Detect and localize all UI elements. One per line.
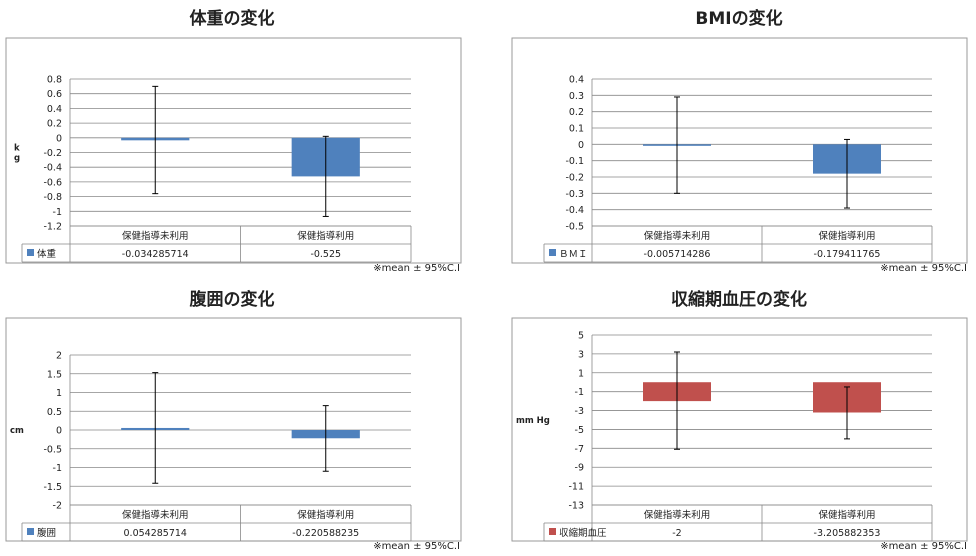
data-label: 0.054285714	[124, 528, 187, 539]
y-tick-label: -1	[53, 463, 62, 474]
category-label: 保健指導利用	[297, 509, 354, 521]
y-tick-label: 0	[56, 133, 62, 144]
y-tick-label: 0.1	[569, 124, 584, 135]
y-axis-label: mm Hg	[516, 416, 550, 426]
y-tick-label: -0.3	[565, 189, 584, 200]
y-tick-label: 0.6	[47, 89, 62, 100]
legend-label: ＢＭＩ	[559, 249, 588, 260]
y-tick-label: 0	[56, 426, 62, 437]
y-tick-label: -1.5	[43, 482, 62, 493]
chart-frame	[5, 37, 462, 264]
y-axis-label-line: g	[14, 154, 20, 164]
category-label: 保健指導未利用	[122, 509, 189, 521]
y-axis-label-line: k	[14, 144, 20, 154]
category-label: 保健指導未利用	[122, 230, 189, 242]
y-tick-label: 0.3	[569, 91, 584, 102]
data-label: -3.205882353	[814, 528, 881, 539]
chart-note: ※mean ± 95%C.I	[373, 541, 460, 552]
y-tick-label: -11	[568, 482, 584, 493]
chart-panel: 体重の変化 0.8 0.6 0.4 0.2 0 -0.2 -0.4 -0.6 -0.8 -1 -1.2…	[5, 8, 462, 274]
y-tick-label: -0.5	[43, 444, 62, 455]
y-tick-label: 1	[578, 368, 584, 379]
y-tick-label: -0.6	[43, 177, 62, 188]
y-tick-label: 5	[578, 331, 584, 342]
y-tick-label: 1	[56, 388, 62, 399]
legend-swatch	[27, 249, 34, 256]
y-tick-label: -13	[568, 501, 584, 512]
chart-note: ※mean ± 95%C.I	[880, 263, 967, 274]
category-label: 保健指導未利用	[644, 230, 711, 242]
chart-title: BMIの変化	[695, 8, 782, 29]
y-axis-label: cm	[10, 426, 24, 436]
chart-panel: 腹囲の変化 2 1.5 1 0.5 0 -0.5 -1 -1.5 -2 cm 保健指導未利用 0.054…	[5, 289, 462, 552]
chart-frame	[5, 317, 462, 542]
y-tick-label: 0.2	[47, 119, 62, 130]
y-tick-label: -0.2	[565, 173, 584, 184]
chart-title: 腹囲の変化	[190, 289, 275, 310]
category-label: 保健指導利用	[297, 230, 354, 242]
data-label: -0.220588235	[292, 528, 359, 539]
y-tick-label: -9	[575, 463, 584, 474]
y-tick-label: 2	[56, 351, 62, 362]
chart-title: 収縮期血圧の変化	[671, 289, 807, 310]
legend-label: 収縮期血圧	[559, 527, 607, 539]
y-tick-label: -3	[575, 406, 584, 417]
data-label: -2	[672, 528, 681, 539]
y-tick-label: -2	[53, 501, 62, 512]
y-axis-label-line: mm Hg	[516, 416, 550, 426]
category-label: 保健指導利用	[818, 509, 875, 521]
chart-panel: BMIの変化 0.4 0.3 0.2 0.1 0 -0.1 -0.2 -0.3 -0.4 -0.5 保…	[511, 8, 968, 274]
data-label: -0.034285714	[122, 249, 189, 260]
y-tick-label: -1	[53, 207, 62, 218]
legend-swatch	[549, 249, 556, 256]
y-tick-label: -0.1	[565, 156, 584, 167]
legend-swatch	[27, 528, 34, 535]
y-tick-label: -5	[575, 425, 584, 436]
y-tick-label: 0.4	[47, 104, 62, 115]
y-tick-label: 3	[578, 349, 584, 360]
data-label: -0.005714286	[644, 249, 711, 260]
y-tick-label: 0.5	[47, 407, 62, 418]
y-tick-label: -0.2	[43, 148, 62, 159]
legend-swatch	[549, 528, 556, 535]
y-tick-label: -0.8	[43, 192, 62, 203]
y-tick-label: 0	[578, 140, 584, 151]
chart-note: ※mean ± 95%C.I	[880, 541, 967, 552]
y-tick-label: -7	[575, 444, 584, 455]
category-label: 保健指導利用	[818, 230, 875, 242]
y-tick-label: -1	[575, 387, 584, 398]
y-tick-label: 0.2	[569, 107, 584, 118]
chart-note: ※mean ± 95%C.I	[373, 263, 460, 274]
legend-label: 腹囲	[37, 527, 56, 539]
chart-title: 体重の変化	[190, 8, 275, 29]
category-label: 保健指導未利用	[644, 509, 711, 521]
y-tick-label: -0.4	[565, 205, 584, 216]
chart-frame	[511, 37, 968, 264]
y-tick-label: 0.8	[47, 75, 62, 86]
data-label: -0.179411765	[814, 249, 881, 260]
y-tick-label: 0.4	[569, 75, 584, 86]
y-tick-label: 1.5	[47, 369, 62, 380]
y-tick-label: -0.4	[43, 163, 62, 174]
y-axis-label-line: cm	[10, 426, 24, 436]
y-tick-label: -0.5	[565, 222, 584, 233]
chart-panel: 収縮期血圧の変化 5 3 1 -1 -3 -5 -7 -9 -11 -13 mm Hg 保健指導未利用 -…	[511, 289, 968, 552]
y-tick-label: -1.2	[43, 222, 62, 233]
legend-label: 体重	[37, 248, 57, 260]
data-label: -0.525	[310, 249, 341, 260]
